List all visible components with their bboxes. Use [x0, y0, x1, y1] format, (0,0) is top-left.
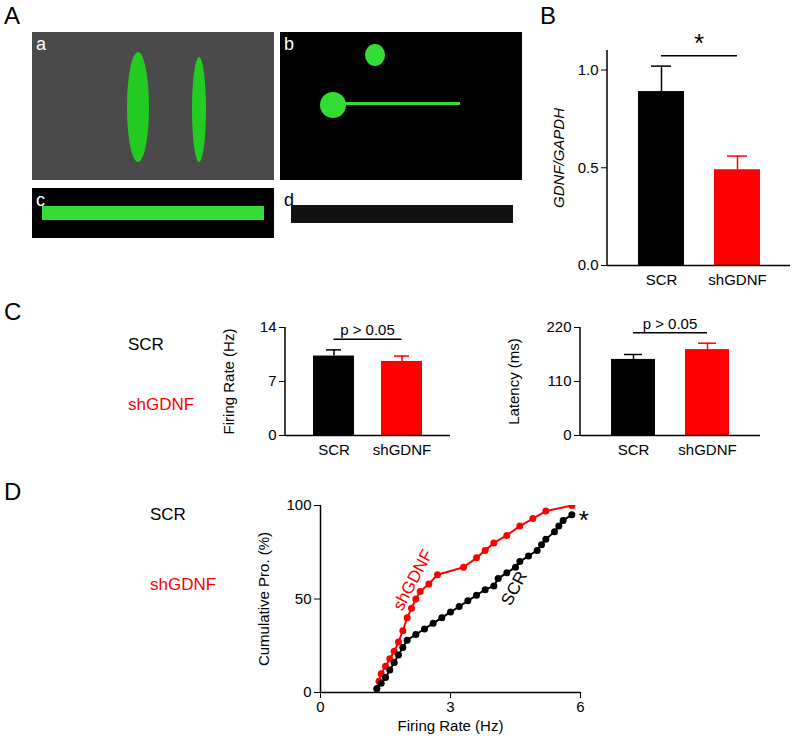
- html-text:shGDNF: shGDNF: [128, 395, 195, 414]
- svg-text:SCR: SCR: [646, 271, 678, 288]
- svg-text:0.0: 0.0: [578, 256, 599, 273]
- svg-text:Firing Rate (Hz): Firing Rate (Hz): [220, 329, 237, 435]
- svg-text:6: 6: [576, 698, 584, 715]
- svg-text:100: 100: [286, 496, 311, 513]
- svg-text:p > 0.05: p > 0.05: [340, 321, 395, 338]
- svg-text:0: 0: [303, 683, 311, 700]
- html-text:shGDNF: shGDNF: [150, 575, 217, 594]
- html-text:a: a: [36, 34, 46, 54]
- svg-text:shGDNF: shGDNF: [678, 441, 736, 458]
- html-text:SCR: SCR: [150, 505, 186, 524]
- svg-text:shGDNF: shGDNF: [708, 271, 766, 288]
- svg-text:Latency (ms): Latency (ms): [505, 338, 522, 425]
- html-text:c: c: [36, 190, 45, 210]
- svg-text:220: 220: [546, 318, 571, 335]
- svg-text:Firing Rate (Hz): Firing Rate (Hz): [398, 717, 504, 734]
- html-text:B: B: [540, 2, 556, 29]
- svg-text:Cumulative Pro. (%): Cumulative Pro. (%): [255, 532, 272, 666]
- svg-text:0: 0: [268, 426, 276, 443]
- html-text:C: C: [4, 298, 22, 325]
- svg-text:1.0: 1.0: [578, 61, 599, 78]
- svg-text:p > 0.05: p > 0.05: [643, 315, 698, 332]
- svg-text:SCR: SCR: [318, 441, 350, 458]
- svg-text:GDNF/GAPDH: GDNF/GAPDH: [550, 108, 567, 208]
- svg-text:14: 14: [260, 318, 277, 335]
- svg-text:shGDNF: shGDNF: [373, 441, 431, 458]
- svg-text:*: *: [579, 505, 589, 535]
- svg-text:SCR: SCR: [497, 568, 531, 609]
- svg-text:3: 3: [446, 698, 454, 715]
- svg-text:0.5: 0.5: [578, 159, 599, 176]
- html-text:SCR: SCR: [128, 335, 164, 354]
- svg-text:shGDNF: shGDNF: [389, 546, 437, 613]
- svg-text:110: 110: [548, 372, 572, 389]
- svg-text:SCR: SCR: [618, 441, 650, 458]
- svg-text:50: 50: [295, 590, 312, 607]
- html-text:b: b: [284, 34, 294, 54]
- svg-text:*: *: [694, 28, 704, 58]
- html-text:d: d: [284, 190, 294, 210]
- html-text:A: A: [4, 2, 20, 29]
- svg-text:0: 0: [316, 698, 324, 715]
- svg-text:7: 7: [268, 372, 276, 389]
- html-text:D: D: [4, 478, 22, 505]
- svg-text:0: 0: [563, 426, 571, 443]
